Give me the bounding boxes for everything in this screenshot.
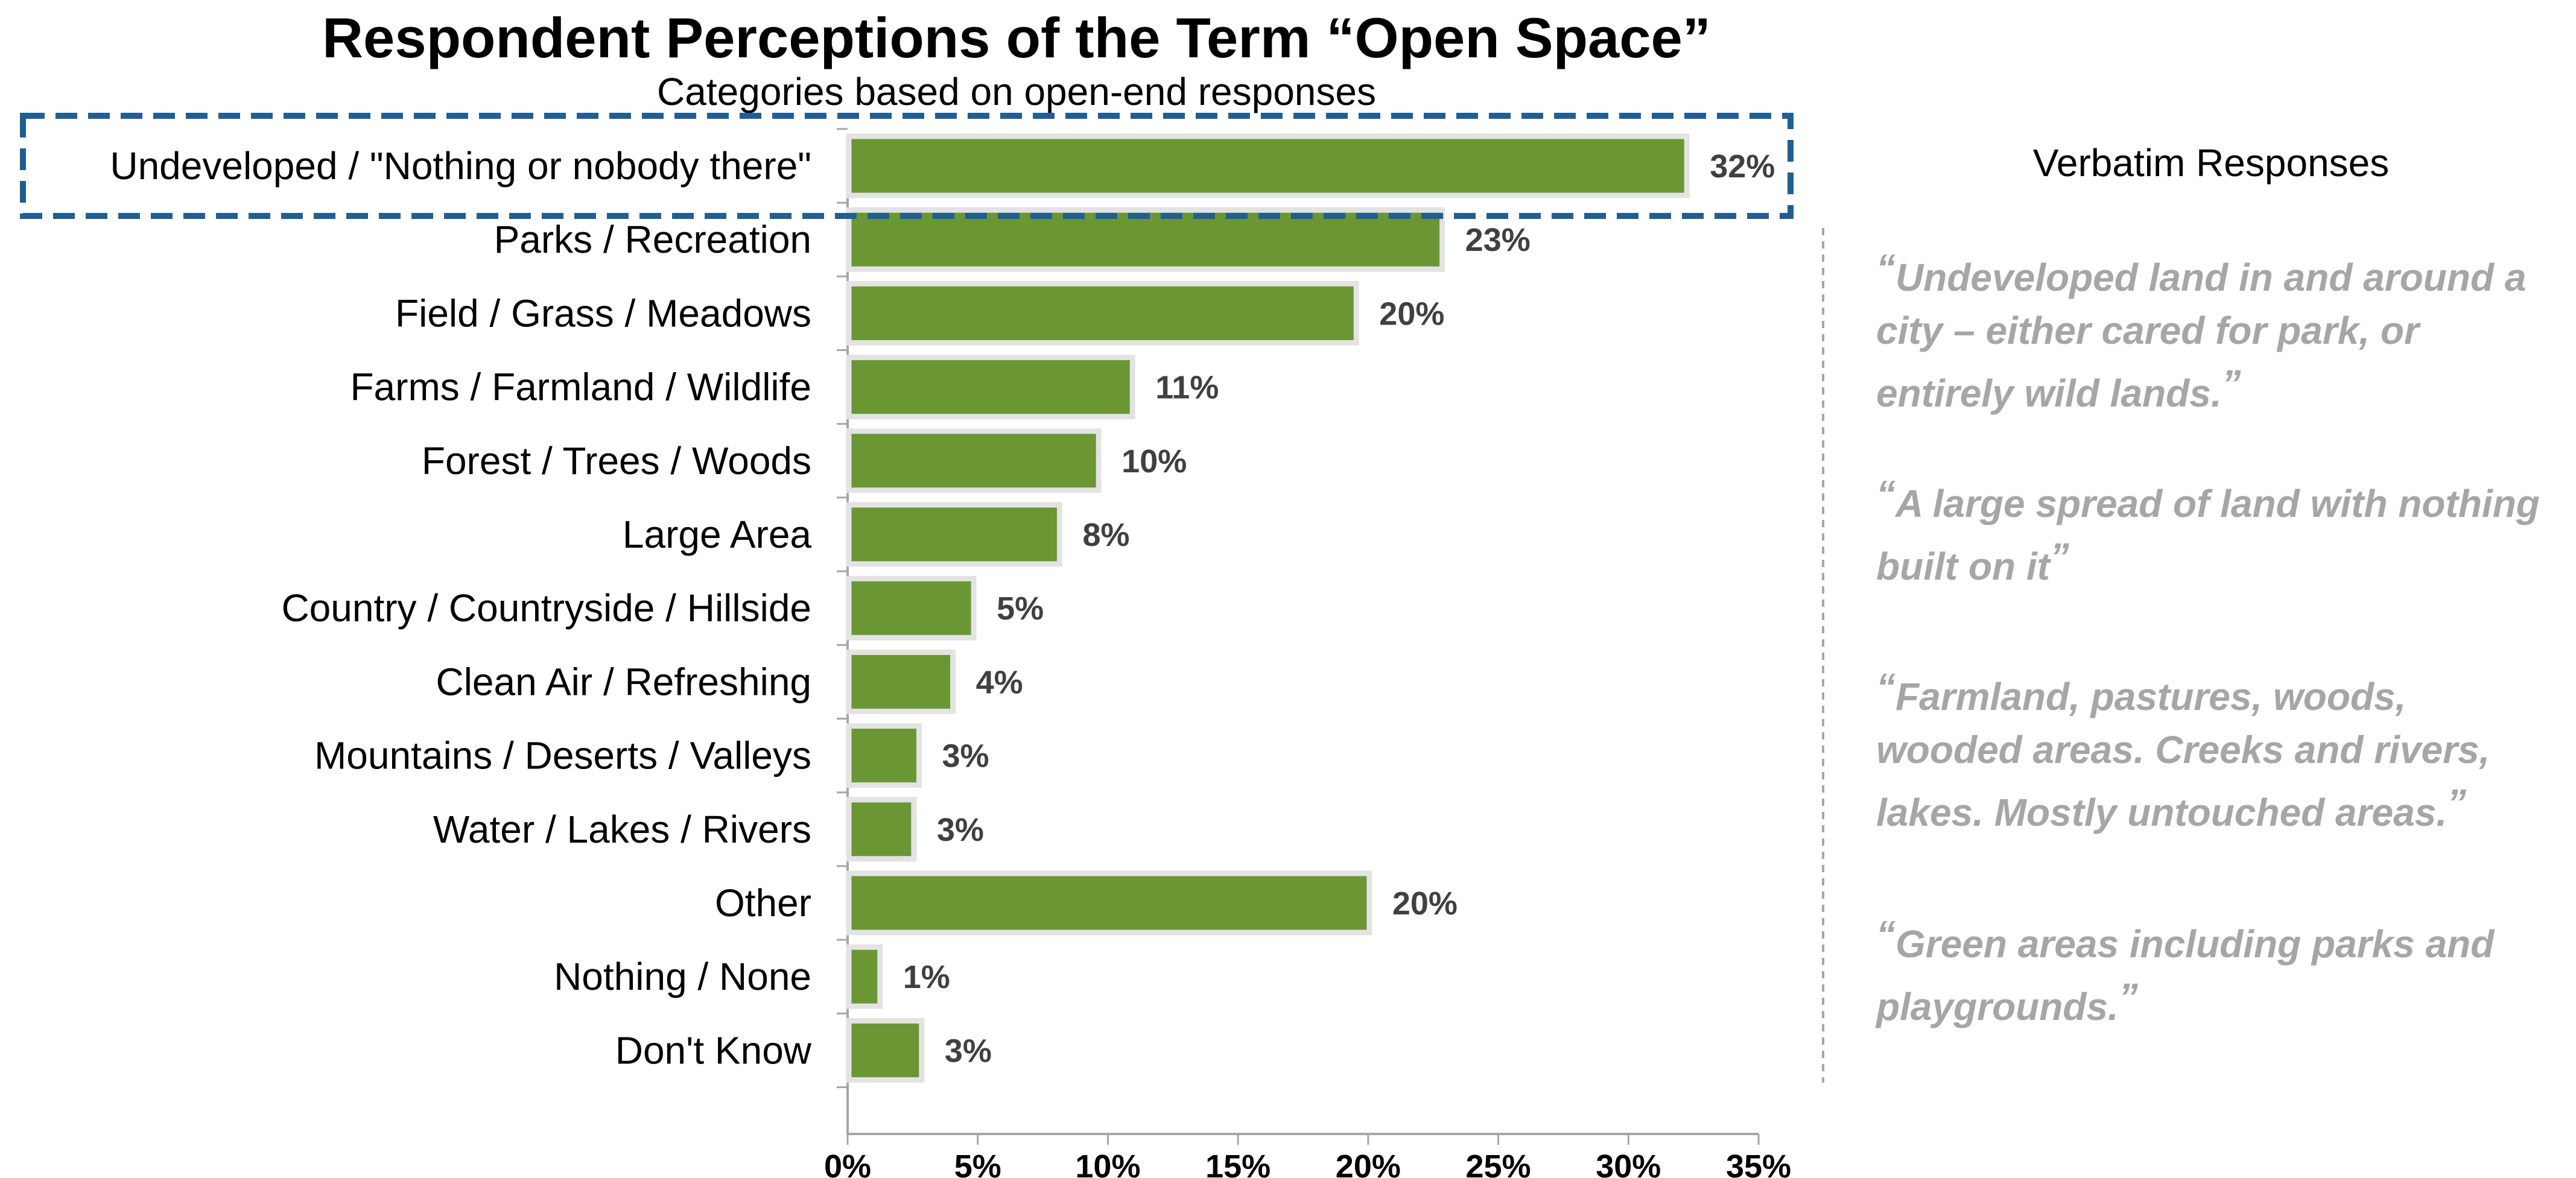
close-quote-mark: ”	[2221, 362, 2241, 405]
data-label: 10%	[1121, 443, 1187, 480]
x-tick-label: 20%	[1336, 1148, 1401, 1178]
data-label: 11%	[1155, 370, 1219, 406]
verbatim-quote-text: A large spread of land with nothing buil…	[1876, 482, 2540, 588]
x-tick-label: 5%	[954, 1148, 1001, 1178]
bar	[846, 133, 1690, 198]
data-label: 8%	[1082, 517, 1129, 553]
verbatim-quote-text: Farmland, pastures, woods, wooded areas.…	[1876, 675, 2490, 834]
bar	[846, 207, 1445, 272]
bar	[846, 944, 883, 1009]
verbatim-quote: “Farmland, pastures, woods, wooded areas…	[1876, 660, 2558, 839]
chart-title: Respondent Perceptions of the Term “Open…	[322, 6, 1711, 69]
category-label: Clean Air / Refreshing	[436, 660, 811, 703]
category-label: Other	[715, 881, 811, 925]
data-label: 20%	[1379, 296, 1444, 332]
chart-subtitle: Categories based on open-end responses	[657, 70, 1376, 113]
category-label: Nothing / None	[554, 955, 811, 998]
verbatim-quote: “Green areas including parks and playgro…	[1876, 908, 2558, 1033]
category-label: Large Area	[623, 513, 812, 556]
verbatim-panel: Verbatim Responses “Undeveloped land in …	[1864, 127, 2558, 1092]
category-label: Don't Know	[615, 1028, 812, 1072]
category-label: Farms / Farmland / Wildlife	[350, 366, 811, 409]
bar	[846, 797, 917, 862]
category-label: Water / Lakes / Rivers	[433, 808, 811, 851]
close-quote-mark: ”	[2049, 535, 2069, 578]
bar	[846, 575, 977, 641]
data-label: 3%	[945, 1033, 992, 1069]
bar	[846, 428, 1102, 493]
x-tick-label: 15%	[1205, 1148, 1271, 1178]
verbatim-quote-text: Green areas including parks and playgrou…	[1876, 922, 2495, 1028]
data-label: 3%	[942, 738, 989, 774]
highlight-box	[20, 113, 1794, 219]
verbatim-header: Verbatim Responses	[2032, 141, 2390, 185]
bar	[846, 723, 922, 788]
bar	[846, 870, 1372, 936]
bar	[846, 502, 1062, 567]
category-label: Mountains / Deserts / Valleys	[314, 734, 811, 777]
open-quote-mark: “	[1876, 246, 1896, 290]
open-quote-mark: “	[1876, 913, 1896, 956]
verbatim-quote: “A large spread of land with nothing bui…	[1876, 467, 2558, 593]
data-label: 5%	[997, 591, 1044, 627]
category-label: Forest / Trees / Woods	[422, 439, 811, 483]
x-tick-label: 0%	[824, 1148, 871, 1178]
open-quote-mark: “	[1876, 472, 1896, 516]
bar	[846, 1018, 925, 1083]
chart-labels: 32% Undeveloped / "Nothing or nobody ther…	[20, 113, 1794, 1072]
data-label: 20%	[1392, 885, 1458, 922]
bar	[846, 280, 1359, 346]
x-tick-label: 25%	[1466, 1148, 1531, 1178]
bar	[846, 355, 1135, 420]
data-label: 23%	[1465, 222, 1531, 258]
data-label: 1%	[903, 959, 950, 995]
category-label: Country / Countryside / Hillside	[281, 586, 811, 630]
open-quote-mark: “	[1876, 665, 1896, 709]
chart-bars	[846, 133, 1690, 1083]
x-tick-label: 35%	[1726, 1148, 1791, 1178]
x-tick-label: 30%	[1596, 1148, 1661, 1178]
data-label: 3%	[937, 812, 984, 848]
category-label: Parks / Recreation	[494, 218, 811, 261]
data-label: 32%	[1710, 148, 1775, 185]
category-label: Field / Grass / Meadows	[395, 291, 811, 335]
data-label: 4%	[976, 664, 1023, 700]
verbatim-quote-text: Undeveloped land in and around a city – …	[1876, 256, 2527, 415]
close-quote-mark: ”	[2118, 975, 2138, 1019]
verbatim-quote: “Undeveloped land in and around a city –…	[1876, 241, 2558, 420]
category-label: Undeveloped / "Nothing or nobody there"	[110, 144, 811, 188]
x-tick-label: 10%	[1075, 1148, 1140, 1178]
bar	[846, 649, 956, 714]
close-quote-mark: ”	[2447, 781, 2467, 825]
